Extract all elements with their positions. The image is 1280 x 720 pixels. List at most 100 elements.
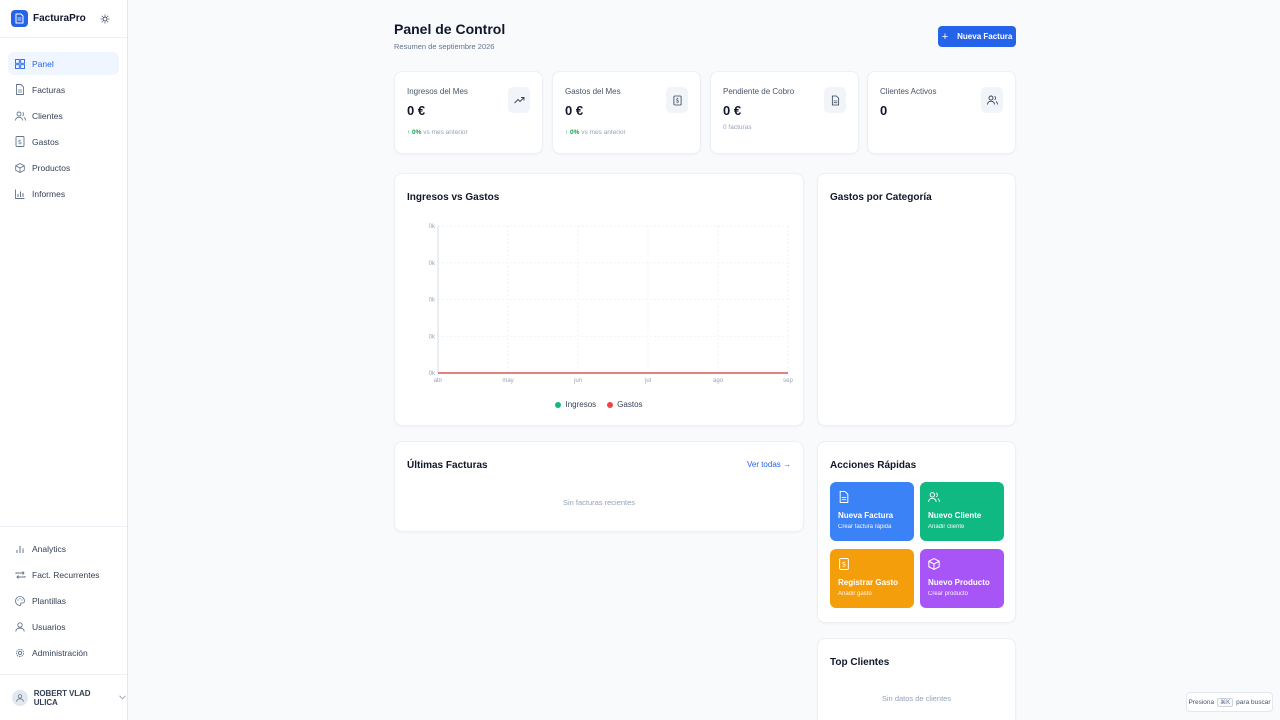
file-icon bbox=[14, 84, 26, 96]
sidebar: FacturaPro Panel Facturas Clientes $ Gas… bbox=[0, 0, 128, 720]
legend-dot bbox=[607, 401, 614, 408]
settings-icon bbox=[14, 647, 26, 659]
sidebar-item-label: Administración bbox=[32, 647, 88, 658]
x-tick-label: jun bbox=[573, 378, 582, 384]
legend-label: Gastos bbox=[617, 400, 643, 409]
sidebar-item-analytics[interactable]: Analytics bbox=[8, 537, 119, 560]
view-all-link[interactable]: Ver todas → bbox=[746, 460, 791, 469]
quick-action-title: Nuevo Cliente bbox=[928, 511, 982, 520]
user-name: ROBERT VLAD ULICA bbox=[33, 688, 91, 707]
sidebar-item-label: Usuarios bbox=[32, 621, 66, 632]
change-note: vs mes anterior bbox=[423, 129, 468, 136]
sidebar-item-administracion[interactable]: Administración bbox=[8, 641, 119, 664]
user-icon bbox=[14, 621, 26, 633]
sidebar-item-productos[interactable]: Productos bbox=[8, 156, 119, 179]
user-menu[interactable]: ROBERT VLAD ULICA bbox=[0, 674, 127, 720]
change-value: ↑ 0% bbox=[407, 129, 422, 136]
hint-suffix: para buscar bbox=[1236, 698, 1271, 706]
sidebar-item-fact-recurrentes[interactable]: Fact. Recurrentes bbox=[8, 563, 119, 586]
quick-actions-card: Acciones Rápidas Nueva Factura Crear fac… bbox=[817, 441, 1016, 623]
palette-icon bbox=[14, 595, 26, 607]
theme-toggle-button[interactable] bbox=[98, 12, 112, 26]
expenses-by-category-card: Gastos por Categoría bbox=[817, 173, 1016, 426]
card-title: Top Clientes bbox=[830, 657, 890, 668]
sidebar-item-clientes[interactable]: Clientes bbox=[8, 104, 119, 127]
quick-action-subtitle: Añadir gasto bbox=[838, 591, 872, 597]
user-icon bbox=[16, 693, 24, 702]
quick-action-title: Nuevo Producto bbox=[928, 578, 990, 587]
sidebar-item-plantillas[interactable]: Plantillas bbox=[8, 589, 119, 612]
card-title: Últimas Facturas bbox=[407, 460, 488, 471]
stat-change: ↑ 0% vs mes anterior bbox=[407, 129, 468, 136]
quick-action-title: Nueva Factura bbox=[838, 511, 894, 520]
quick-action-new-invoice[interactable]: Nueva Factura Crear factura rápida bbox=[830, 482, 914, 541]
stat-note: 0 facturas bbox=[723, 124, 752, 131]
y-tick-label: 0k bbox=[429, 298, 436, 304]
sidebar-item-gastos[interactable]: $ Gastos bbox=[8, 130, 119, 153]
quick-action-title: Registrar Gasto bbox=[838, 578, 899, 587]
sidebar-item-label: Gastos bbox=[32, 136, 59, 147]
quick-action-new-client[interactable]: Nuevo Cliente Añadir cliente bbox=[920, 482, 1004, 541]
sidebar-item-label: Informes bbox=[32, 188, 66, 199]
chevron-down-icon bbox=[119, 694, 127, 702]
box-icon bbox=[928, 558, 940, 570]
change-note: vs mes anterior bbox=[581, 129, 626, 136]
analytics-icon bbox=[14, 543, 26, 555]
x-tick-label: abr bbox=[434, 378, 443, 384]
stat-value: 0 € bbox=[565, 103, 584, 118]
box-icon bbox=[14, 162, 26, 174]
svg-text:$: $ bbox=[675, 98, 679, 104]
quick-action-subtitle: Crear producto bbox=[928, 591, 969, 597]
sidebar-item-label: Plantillas bbox=[32, 595, 67, 606]
legend-label: Ingresos bbox=[565, 400, 597, 409]
quick-action-register-expense[interactable]: $ Registrar Gasto Añadir gasto bbox=[830, 549, 914, 608]
sidebar-item-label: Analytics bbox=[32, 543, 67, 554]
stat-card-pendiente: Pendiente de Cobro 0 € 0 facturas bbox=[710, 71, 859, 154]
main-nav: Panel Facturas Clientes $ Gastos Product… bbox=[0, 38, 127, 205]
card-title: Gastos por Categoría bbox=[830, 192, 932, 203]
latest-invoices-card: Últimas Facturas Ver todas → Sin factura… bbox=[394, 441, 804, 532]
y-tick-label: 0k bbox=[429, 261, 436, 267]
empty-state: Sin datos de clientes bbox=[881, 694, 952, 703]
quick-action-subtitle: Crear factura rápida bbox=[838, 524, 892, 530]
sidebar-item-label: Panel bbox=[32, 58, 54, 69]
sun-icon bbox=[100, 14, 110, 23]
sidebar-item-label: Fact. Recurrentes bbox=[32, 569, 100, 580]
page-title: Panel de Control bbox=[394, 21, 506, 37]
stat-label: Pendiente de Cobro bbox=[723, 87, 795, 96]
x-tick-label: ago bbox=[713, 378, 724, 384]
stat-change: ↑ 0% vs mes anterior bbox=[565, 129, 626, 136]
quick-action-new-product[interactable]: Nuevo Producto Crear producto bbox=[920, 549, 1004, 608]
sidebar-item-label: Facturas bbox=[32, 84, 66, 95]
sidebar-item-panel[interactable]: Panel bbox=[8, 52, 119, 75]
app-name: FacturaPro bbox=[33, 13, 86, 24]
sidebar-item-facturas[interactable]: Facturas bbox=[8, 78, 119, 101]
y-tick-label: 0k bbox=[429, 334, 436, 340]
avatar bbox=[12, 689, 28, 706]
sidebar-item-informes[interactable]: Informes bbox=[8, 182, 119, 205]
search-shortcut-hint: Presiona ⌘K para buscar bbox=[1186, 692, 1273, 712]
stat-card-ingresos: Ingresos del Mes 0 € ↑ 0% vs mes anterio… bbox=[394, 71, 543, 154]
new-invoice-button[interactable]: + Nueva Factura bbox=[938, 26, 1016, 47]
chart-legend: Ingresos Gastos bbox=[395, 400, 803, 409]
sidebar-item-label: Productos bbox=[32, 162, 71, 173]
stat-card-gastos: Gastos del Mes 0 € ↑ 0% vs mes anterior … bbox=[552, 71, 701, 154]
bar-chart-icon bbox=[14, 188, 26, 200]
file-icon bbox=[824, 87, 846, 113]
sidebar-item-label: Clientes bbox=[32, 110, 63, 121]
page-subtitle: Resumen de septiembre 2026 bbox=[394, 42, 495, 51]
card-title: Ingresos vs Gastos bbox=[407, 192, 500, 203]
dashboard-icon bbox=[14, 58, 26, 70]
x-tick-label: jul bbox=[644, 378, 651, 384]
stat-value: 0 € bbox=[407, 103, 426, 118]
y-tick-label: 0k bbox=[429, 371, 436, 377]
receipt-icon: $ bbox=[839, 558, 849, 570]
secondary-nav: Analytics Fact. Recurrentes Plantillas U… bbox=[0, 526, 127, 667]
plus-icon: + bbox=[941, 30, 949, 43]
change-value: ↑ 0% bbox=[565, 129, 580, 136]
quick-action-subtitle: Añadir cliente bbox=[928, 524, 965, 530]
svg-text:$: $ bbox=[18, 138, 22, 146]
legend-item-gastos: Gastos bbox=[607, 400, 643, 409]
sidebar-item-usuarios[interactable]: Usuarios bbox=[8, 615, 119, 638]
